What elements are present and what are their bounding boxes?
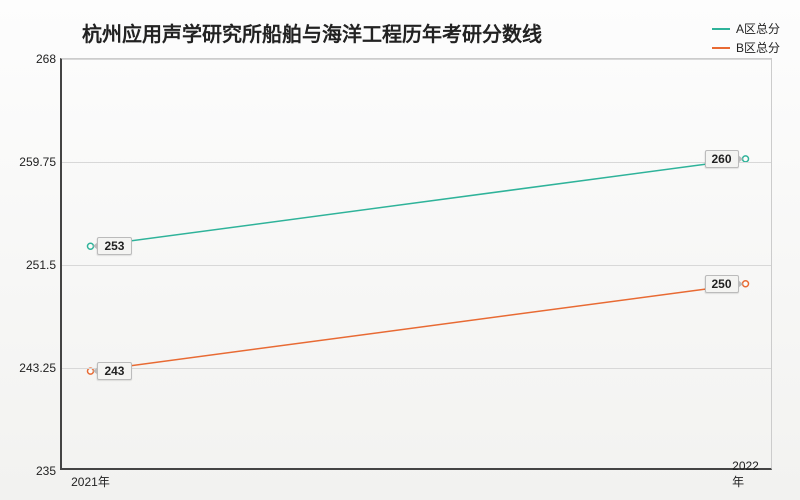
gridline: [62, 265, 771, 266]
point-label: 253: [97, 237, 131, 255]
plot-area: 235243.25251.5259.752682021年2022年2532602…: [60, 58, 772, 470]
data-point: [743, 156, 749, 162]
data-point: [743, 281, 749, 287]
point-label: 243: [97, 362, 131, 380]
legend-swatch-b: [712, 47, 730, 49]
x-tick-label: 2022年: [732, 459, 759, 490]
series-line: [90, 284, 745, 371]
gridline: [62, 368, 771, 369]
legend-label-a: A区总分: [736, 20, 780, 37]
gridline: [62, 59, 771, 60]
y-tick-label: 251.5: [10, 258, 56, 272]
point-label: 250: [705, 275, 739, 293]
chart-container: 杭州应用声学研究所船舶与海洋工程历年考研分数线 A区总分 B区总分 235 243…: [0, 0, 800, 500]
legend-swatch-a: [712, 28, 730, 30]
series-line: [90, 159, 745, 246]
gridline: [62, 162, 771, 163]
legend-label-b: B区总分: [736, 39, 780, 56]
y-tick-label: 235: [10, 464, 56, 478]
legend-item-b: B区总分: [712, 39, 780, 56]
legend-item-a: A区总分: [712, 20, 780, 37]
chart-title: 杭州应用声学研究所船舶与海洋工程历年考研分数线: [82, 18, 542, 47]
legend: A区总分 B区总分: [712, 20, 780, 58]
x-tick-label: 2021年: [71, 473, 110, 490]
chart-lines: [62, 59, 771, 468]
y-tick-label: 268: [10, 52, 56, 66]
point-label: 260: [705, 150, 739, 168]
y-tick-label: 259.75: [10, 155, 56, 169]
y-tick-label: 243.25: [10, 361, 56, 375]
